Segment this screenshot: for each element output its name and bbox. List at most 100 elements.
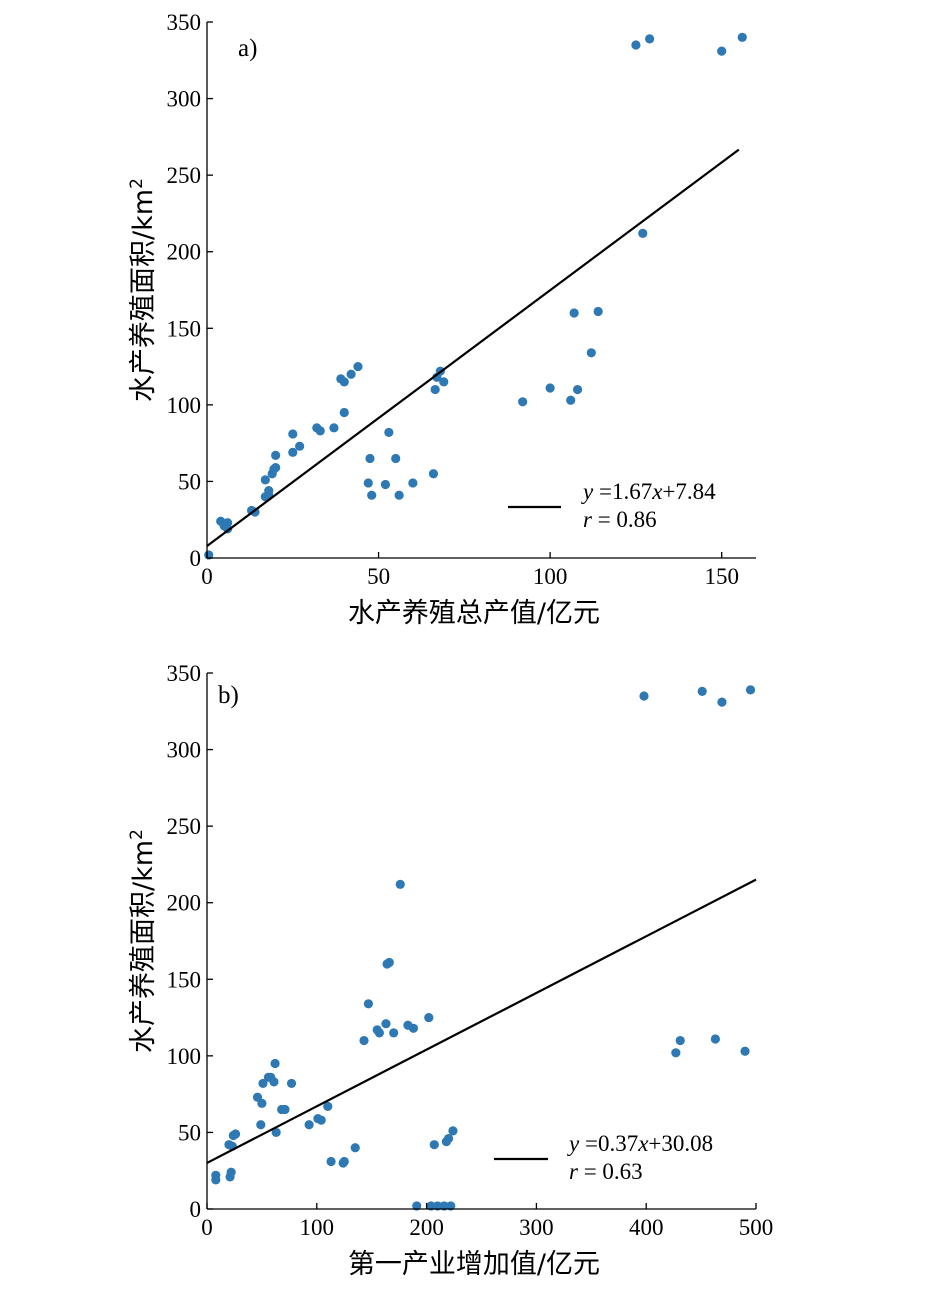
y-tick-label: 350 [167, 661, 202, 686]
data-point [367, 490, 377, 500]
data-point [429, 1140, 439, 1150]
legend-eq-x: x [651, 479, 663, 504]
data-point [363, 999, 374, 1009]
data-point [717, 697, 727, 707]
panel-label: a) [238, 35, 257, 62]
legend-eq-y: y [567, 1131, 580, 1156]
data-point [645, 34, 655, 44]
data-point [586, 348, 596, 358]
panel-a: 0 50 100 150 200 250 300 350 0 50 100 150 a) 水产养殖总… [127, 10, 756, 629]
data-point [339, 377, 349, 387]
x-tick-label: 300 [519, 1215, 554, 1240]
data-point [428, 469, 439, 479]
y-tick-label: 0 [190, 546, 202, 571]
data-point [671, 1048, 681, 1058]
data-point [408, 1023, 419, 1033]
data-point [391, 453, 401, 464]
y-tick-label: 100 [167, 393, 202, 418]
y-tick-label: 250 [167, 163, 202, 188]
data-point [271, 463, 281, 473]
data-point [271, 450, 281, 460]
y-tick-label: 250 [167, 814, 202, 839]
data-point [288, 429, 298, 439]
data-point [740, 1046, 750, 1056]
data-point [226, 1167, 236, 1177]
x-tick-label: 0 [201, 1215, 213, 1240]
data-point [323, 1101, 333, 1111]
regression-line [206, 148, 740, 547]
data-point [593, 306, 603, 317]
data-point [353, 361, 363, 372]
data-point [329, 423, 339, 433]
y-tick-label: 350 [167, 10, 202, 35]
data-point [286, 1078, 297, 1089]
legend-correlation: r = 0.86 [583, 507, 657, 532]
data-point [326, 1156, 336, 1167]
legend-r-symbol: r [583, 507, 593, 532]
data-point [639, 691, 649, 701]
data-point [260, 475, 270, 485]
data-point [430, 384, 440, 395]
data-point [304, 1120, 314, 1130]
legend-equation: y =1.67x+7.84 [581, 479, 716, 504]
data-point [439, 1201, 449, 1211]
x-tick-label: 100 [533, 564, 568, 589]
legend-eq-y: y [581, 479, 594, 504]
data-point [346, 369, 356, 379]
y-axis-label-text: 水产养殖面积/km [128, 189, 159, 402]
legend-r-value: = 0.63 [578, 1159, 643, 1184]
y-tick-label: 150 [167, 316, 202, 341]
legend-correlation: r = 0.63 [569, 1159, 643, 1184]
data-point [315, 426, 325, 436]
data-point [316, 1115, 326, 1125]
y-tick-label: 50 [178, 1120, 201, 1145]
y-tick-label: 0 [190, 1197, 202, 1222]
legend-eq-x: x [637, 1131, 649, 1156]
data-point [380, 479, 391, 490]
x-axis-label: 水产养殖总产值/亿元 [348, 598, 600, 629]
legend-eq-intercept: +30.08 [648, 1131, 713, 1156]
y-axis-ticks: 0 50 100 150 200 250 300 350 [167, 10, 213, 571]
data-point [374, 1028, 384, 1038]
data-point [412, 1201, 422, 1211]
data-point [395, 879, 405, 889]
data-points [204, 32, 747, 560]
x-tick-label: 50 [367, 564, 390, 589]
data-point [638, 228, 648, 238]
x-tick-label: 0 [201, 564, 213, 589]
data-point [545, 383, 555, 393]
legend: y =0.37x+30.08 r = 0.63 [494, 1131, 713, 1184]
x-tick-label: 500 [739, 1215, 774, 1240]
legend-eq-slope: =0.37 [579, 1131, 638, 1156]
data-point [295, 441, 305, 451]
data-point [394, 490, 404, 500]
y-tick-label: 300 [167, 87, 202, 112]
data-point [439, 377, 449, 387]
data-point [389, 1028, 399, 1038]
data-point [384, 427, 394, 438]
y-tick-label: 200 [167, 240, 202, 265]
y-axis-label: 水产养殖面积/km2 [127, 178, 159, 402]
y-tick-label: 50 [178, 469, 201, 494]
y-tick-label: 200 [167, 891, 202, 916]
data-point [572, 384, 583, 395]
y-tick-label: 300 [167, 738, 202, 763]
legend-r-value: = 0.86 [592, 507, 657, 532]
y-axis-ticks: 0 50 100 150 200 250 300 350 [167, 661, 213, 1222]
data-point [448, 1126, 458, 1136]
data-point [365, 453, 375, 464]
data-point [257, 1098, 267, 1108]
y-axis-label-superscript: 2 [127, 829, 147, 840]
legend: y =1.67x+7.84 r = 0.86 [508, 479, 716, 532]
data-point [211, 1175, 221, 1185]
data-point [432, 1201, 443, 1211]
data-point [363, 478, 373, 488]
data-point [269, 1077, 279, 1087]
x-tick-label: 200 [409, 1215, 444, 1240]
x-tick-label: 150 [704, 564, 739, 589]
data-point [230, 1129, 241, 1139]
legend-eq-slope: =1.67 [593, 479, 652, 504]
data-point [443, 1133, 454, 1144]
y-axis-label: 水产养殖面积/km2 [127, 829, 159, 1053]
